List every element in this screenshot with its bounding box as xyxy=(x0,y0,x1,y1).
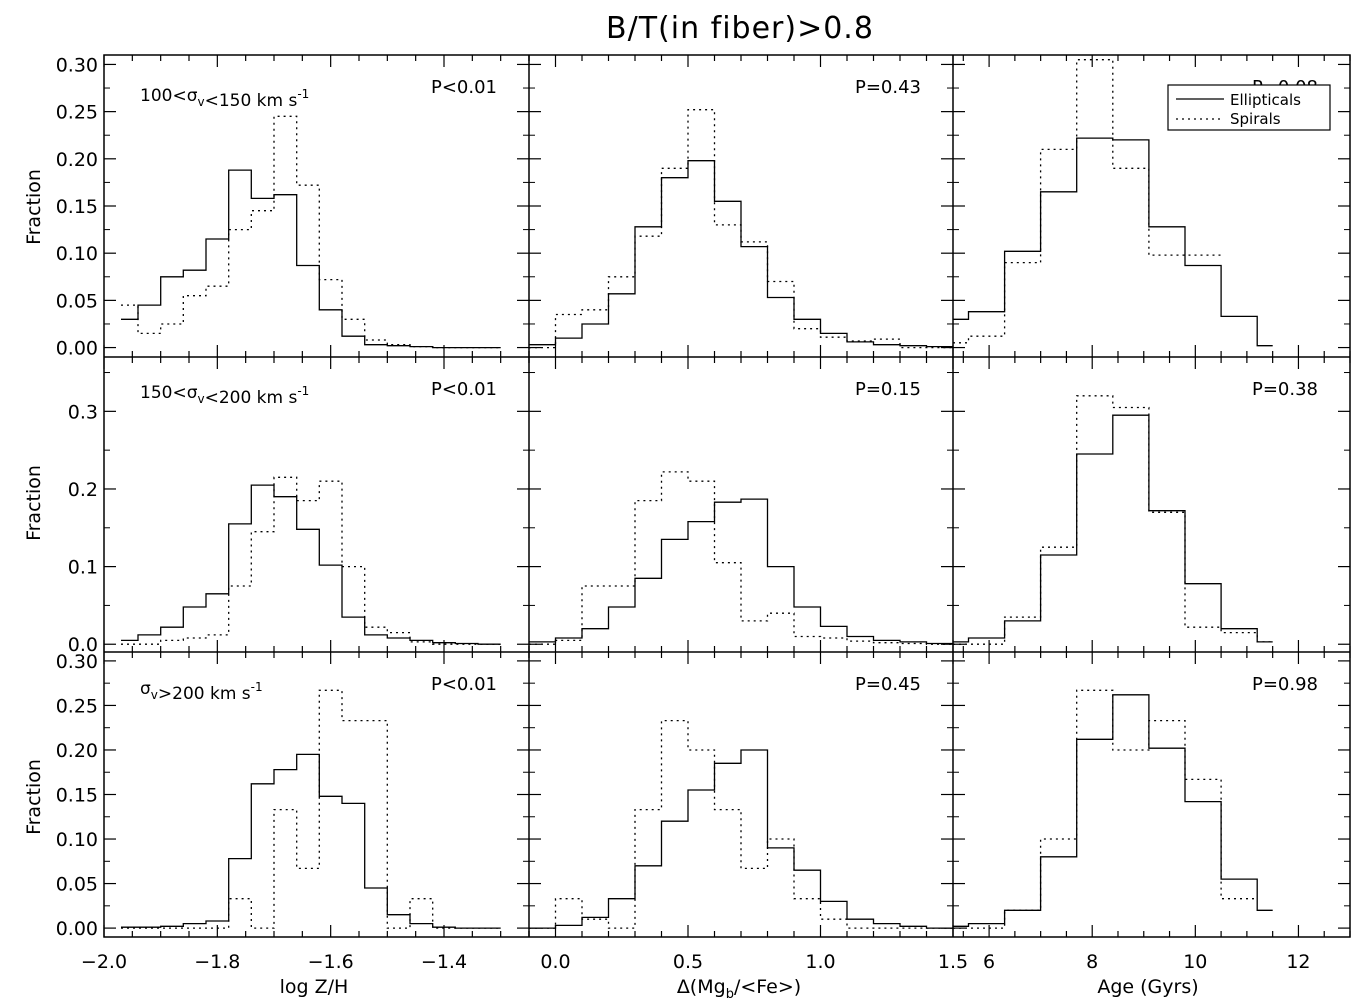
figure-title: B/T(in fiber)>0.8 xyxy=(606,11,874,46)
p-value-label: P=0.43 xyxy=(855,77,921,98)
row-label-2: 150<σv<200 km s-1 xyxy=(140,383,309,408)
x-tick-label: 1.0 xyxy=(805,951,835,973)
y-tick-label: 0.25 xyxy=(56,102,98,124)
panel-r2-c3: P=0.38 xyxy=(953,357,1351,652)
y-tick-label: 0.00 xyxy=(56,918,98,940)
ellipticals-histogram xyxy=(953,137,1273,347)
legend-box xyxy=(1167,84,1331,131)
p-value-label: P=0.15 xyxy=(855,379,921,400)
panel-r1-c2: P=0.43 xyxy=(528,55,954,357)
y-tick-label: 0.10 xyxy=(56,829,98,851)
spirals-histogram xyxy=(121,476,501,645)
spirals-histogram xyxy=(953,395,1273,645)
y-tick-label: 0.10 xyxy=(56,243,98,265)
x-tick-label: 0.0 xyxy=(540,951,570,973)
spirals-histogram xyxy=(121,115,501,349)
legend: Ellipticals Spirals xyxy=(1167,84,1331,131)
p-value-label: P<0.01 xyxy=(431,379,497,400)
panel-r3-c3: 6 8 10 12 P=0.98 xyxy=(953,652,1351,973)
x-tick-label: −2.0 xyxy=(81,951,127,973)
x-tick-label: 0.5 xyxy=(673,951,703,973)
p-value-label: P=0.38 xyxy=(1252,379,1318,400)
y-tick-label: 0.00 xyxy=(56,338,98,360)
ellipticals-histogram xyxy=(953,414,1273,643)
x-axis-label-age: Age (Gyrs) xyxy=(1097,976,1198,998)
row-label-1: 100<σv<150 km s-1 xyxy=(140,86,309,111)
panel-grid: 0.00 0.05 0.10 0.15 0.20 0.25 0.30 P<0.01 P=0.43… xyxy=(56,54,1351,973)
y-axis-label-row-2: Fraction xyxy=(23,465,45,541)
x-tick-label: −1.8 xyxy=(194,951,240,973)
ellipticals-histogram xyxy=(121,753,501,929)
legend-spirals-label: Spirals xyxy=(1230,110,1281,128)
ellipticals-histogram xyxy=(953,694,1273,927)
spirals-histogram xyxy=(529,109,953,349)
y-tick-label: 0.0 xyxy=(68,634,98,656)
y-axis-label-row-1: Fraction xyxy=(23,169,45,245)
y-axis-label-row-3: Fraction xyxy=(23,759,45,835)
x-tick-label: 8 xyxy=(1086,951,1098,973)
ellipticals-histogram xyxy=(529,749,953,929)
panel-r2-c2: P=0.15 xyxy=(528,357,954,652)
ellipticals-histogram xyxy=(121,484,501,645)
x-tick-label: 10 xyxy=(1183,951,1207,973)
y-tick-label: 0.1 xyxy=(68,557,98,579)
row-label-3: σv>200 km s-1 xyxy=(140,679,263,704)
ellipticals-histogram xyxy=(121,169,501,349)
y-tick-label: 0.30 xyxy=(56,651,98,673)
x-tick-label: −1.4 xyxy=(421,951,467,973)
y-tick-label: 0.3 xyxy=(68,401,98,423)
x-tick-label: −1.6 xyxy=(308,951,354,973)
y-tick-label: 0.05 xyxy=(56,874,98,896)
x-tick-label: 1.5 xyxy=(938,951,968,973)
x-axis-label-alpha: Δ(Mgb/<Fe>) xyxy=(677,976,801,1000)
spirals-histogram xyxy=(529,719,953,929)
y-tick-label: 0.05 xyxy=(56,290,98,312)
p-value-label: P=0.45 xyxy=(855,674,921,695)
x-tick-label: 6 xyxy=(983,951,995,973)
spirals-histogram xyxy=(953,689,1258,929)
y-tick-label: 0.15 xyxy=(56,785,98,807)
spirals-histogram xyxy=(121,689,501,929)
p-value-label: P<0.01 xyxy=(431,674,497,695)
x-tick-label: 12 xyxy=(1286,951,1310,973)
p-value-label: P<0.01 xyxy=(431,77,497,98)
y-tick-label: 0.15 xyxy=(56,196,98,218)
panel-r3-c2: 0.0 0.5 1.0 1.5 P=0.45 xyxy=(528,652,968,973)
panel-r2-c1: 0.0 0.1 0.2 0.3 P<0.01 xyxy=(68,357,530,656)
figure-frame xyxy=(103,54,1351,938)
y-tick-label: 0.25 xyxy=(56,695,98,717)
y-tick-label: 0.2 xyxy=(68,479,98,501)
ellipticals-histogram xyxy=(529,160,953,348)
p-value-label: P=0.98 xyxy=(1252,674,1318,695)
ellipticals-histogram xyxy=(529,498,953,645)
y-tick-label: 0.20 xyxy=(56,149,98,171)
panel-r1-c1: 0.00 0.05 0.10 0.15 0.20 0.25 0.30 P<0.01 xyxy=(56,54,530,360)
legend-ellipticals-label: Ellipticals xyxy=(1230,91,1301,109)
y-tick-label: 0.30 xyxy=(56,54,98,76)
y-tick-label: 0.20 xyxy=(56,740,98,762)
spirals-histogram xyxy=(529,471,953,645)
x-axis-label-metallicity: log Z/H xyxy=(280,976,349,998)
panel-r3-c1: 0.00 0.05 0.10 0.15 0.20 0.25 0.30 −2.0 −1.8 −1.6… xyxy=(56,651,530,973)
